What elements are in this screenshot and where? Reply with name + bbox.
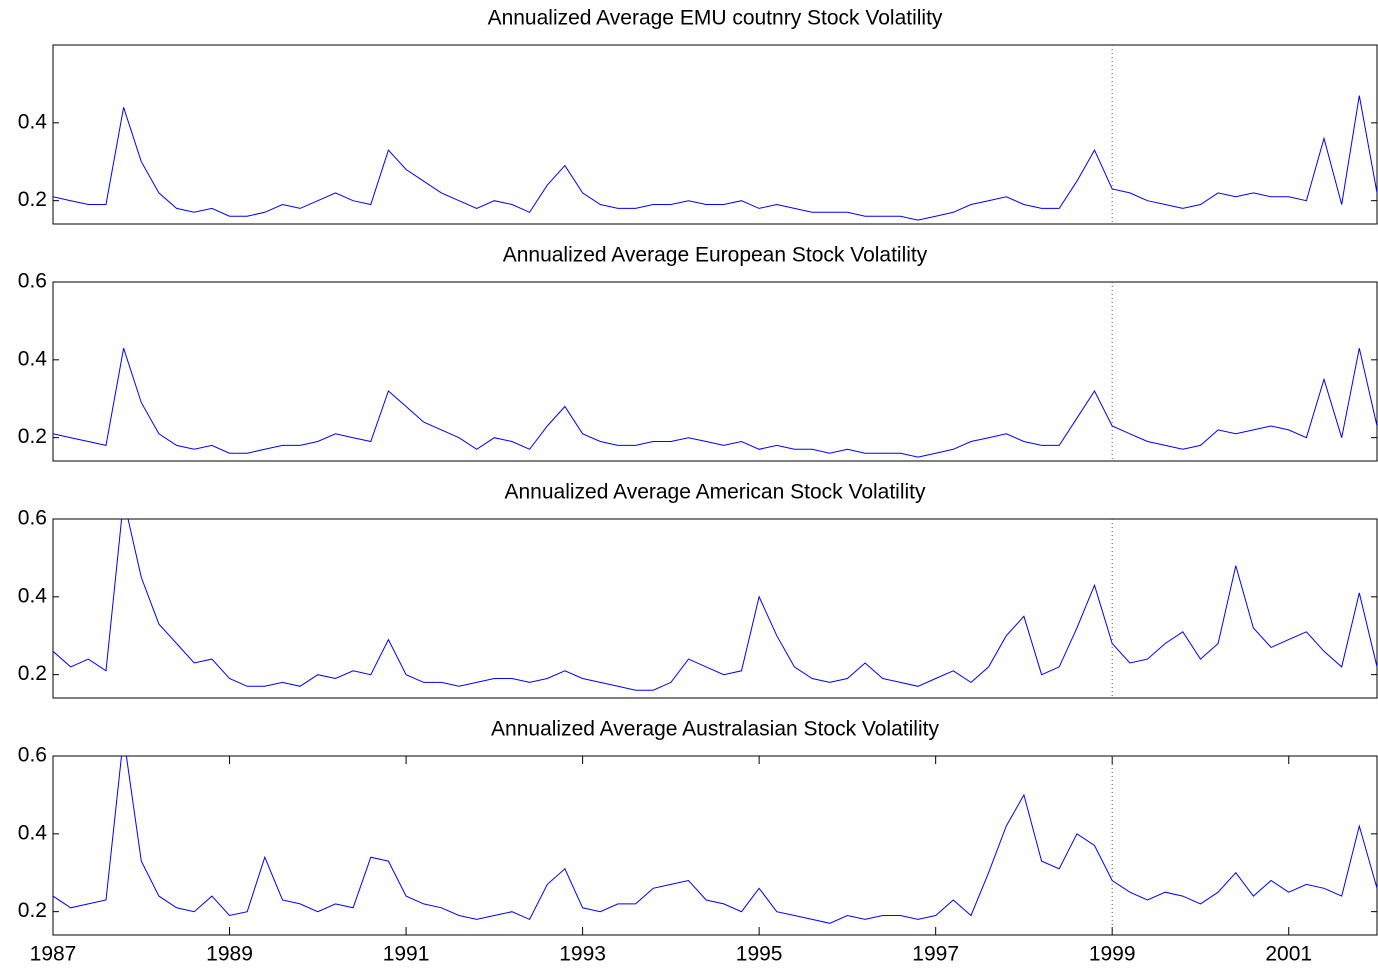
plot-frame: [52, 44, 1378, 225]
plot-frame: [52, 281, 1378, 462]
y-tick-label: 0.4: [18, 821, 48, 844]
chart-title: Annualized Average American Stock Volati…: [504, 481, 926, 504]
y-tick-label: 0.2: [18, 899, 47, 922]
x-tick-label: 1997: [912, 943, 959, 966]
x-tick-label: 1991: [383, 943, 430, 966]
y-tick-label: 0.4: [18, 110, 48, 133]
x-tick-label: 1989: [206, 943, 253, 966]
chart-title: Annualized Average EMU coutnry Stock Vol…: [488, 7, 943, 30]
data-line: [53, 95, 1377, 221]
y-tick-label: 0.2: [18, 662, 47, 685]
y-tick-label: 0.2: [18, 188, 47, 211]
x-tick-label: 1987: [30, 943, 77, 966]
y-tick-label: 0.2: [18, 425, 47, 448]
y-tick-label: 0.6: [18, 507, 47, 530]
data-line: [53, 756, 1377, 924]
x-tick-label: 1993: [559, 943, 606, 966]
y-tick-label: 0.4: [18, 584, 48, 607]
data-line: [53, 348, 1377, 458]
y-tick-label: 0.4: [18, 347, 48, 370]
chart-title: Annualized Average Australasian Stock Vo…: [491, 718, 939, 741]
x-tick-label: 1995: [736, 943, 783, 966]
y-tick-label: 0.6: [18, 270, 47, 293]
y-tick-label: 0.6: [18, 744, 47, 767]
x-tick-label: 1999: [1089, 943, 1136, 966]
data-line: [53, 519, 1377, 691]
x-tick-label: 2001: [1265, 943, 1312, 966]
chart-title: Annualized Average European Stock Volati…: [503, 244, 928, 267]
plot-frame: [52, 518, 1378, 699]
plot-frame: [52, 755, 1378, 936]
